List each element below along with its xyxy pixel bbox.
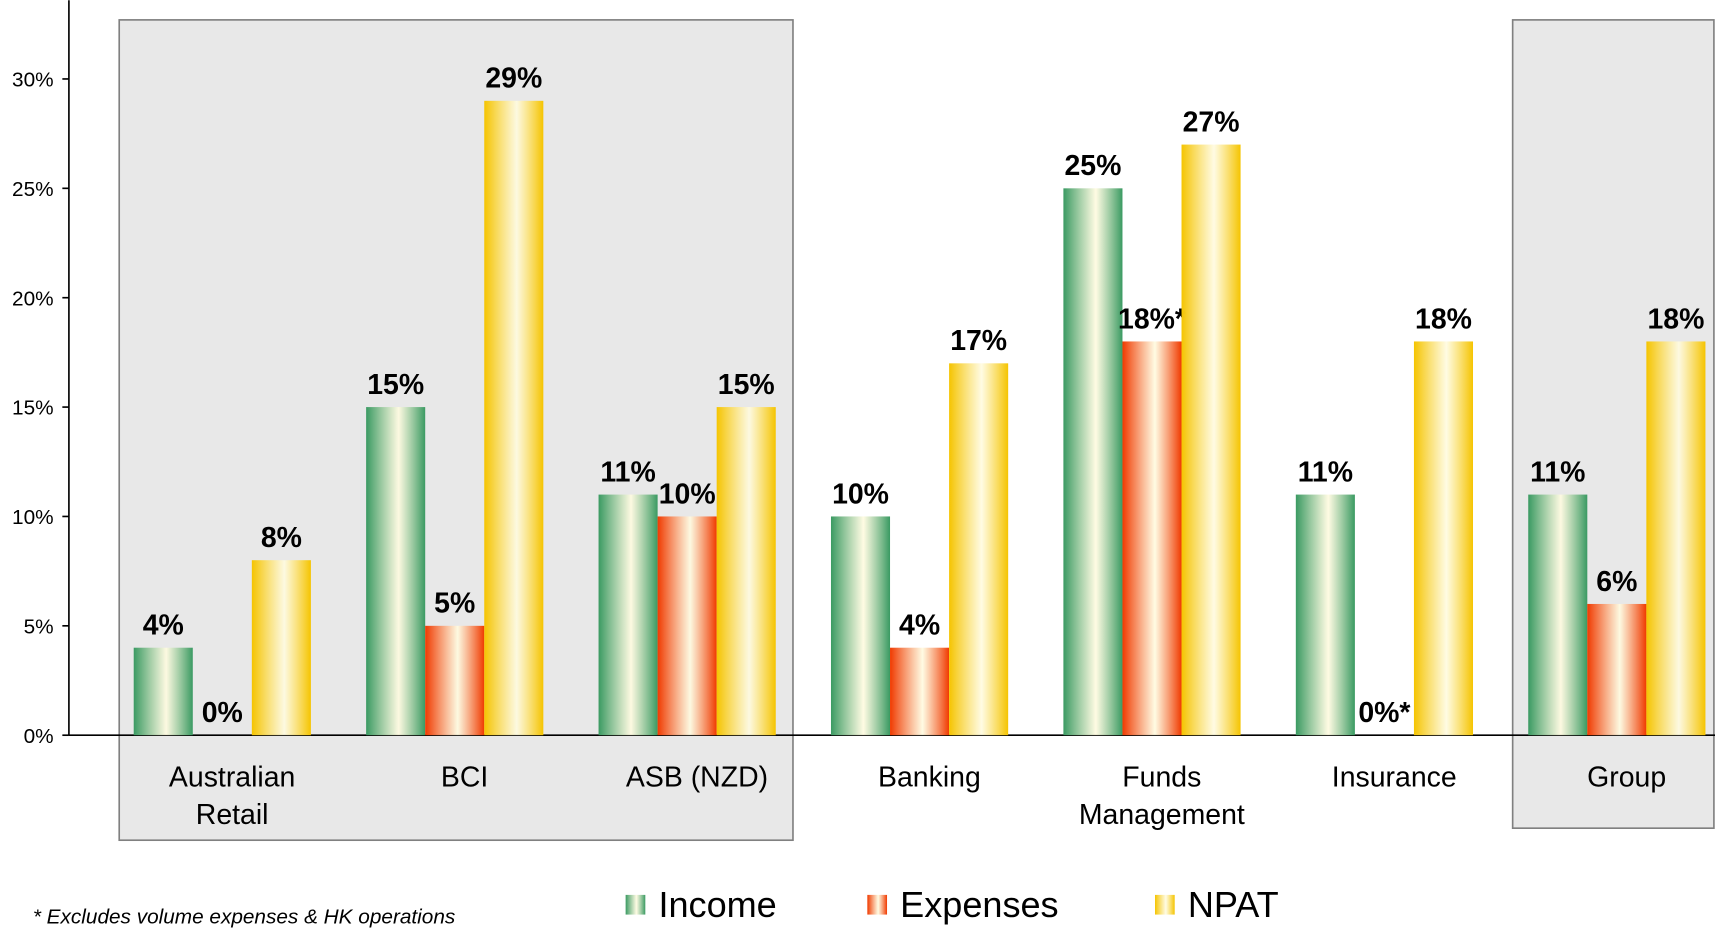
value-label: 0% xyxy=(202,697,243,729)
x-tick-label: Banking xyxy=(878,760,981,794)
value-label: 10% xyxy=(659,478,716,510)
footnote: * Excludes volume expenses & HK operatio… xyxy=(33,905,455,928)
y-tick-label: 20% xyxy=(12,287,54,310)
bar xyxy=(251,560,311,736)
value-label: 10% xyxy=(832,478,889,510)
bar xyxy=(716,407,776,736)
y-tick-label: 10% xyxy=(12,506,54,529)
plot: 0% 5% 10% 15% 20% 25% 30% Australian Retail 4% 0%… xyxy=(12,0,1715,925)
value-label: 15% xyxy=(367,369,424,401)
y-tick-label: 5% xyxy=(24,615,54,638)
value-label: 11% xyxy=(1530,456,1585,488)
value-label: 8% xyxy=(261,522,302,554)
value-label: 4% xyxy=(143,610,184,642)
x-tick-label: ASB (NZD) xyxy=(625,760,769,794)
legend-swatch xyxy=(625,894,646,915)
bar xyxy=(657,516,717,736)
bar xyxy=(1413,341,1474,736)
y-tick-label: 15% xyxy=(12,397,54,420)
bar xyxy=(1181,144,1241,736)
value-label: 11% xyxy=(600,456,655,488)
x-label-box: Group xyxy=(1587,760,1667,794)
y-tick-label: 25% xyxy=(12,178,54,201)
bar xyxy=(890,647,950,736)
x-label-box: Banking xyxy=(878,760,981,794)
x-tick-label: Group xyxy=(1587,760,1667,794)
legend-label: Expenses xyxy=(900,884,1058,925)
legend-label: NPAT xyxy=(1188,884,1279,925)
x-label-box: BCI xyxy=(440,760,489,794)
bar xyxy=(949,363,1009,736)
value-label: 18% xyxy=(1415,303,1472,335)
legend-label: Income xyxy=(658,884,776,925)
bar xyxy=(830,516,891,736)
value-label: 18% xyxy=(1647,303,1704,335)
value-label: 11% xyxy=(1298,456,1353,488)
value-label: 25% xyxy=(1064,150,1121,182)
bar xyxy=(1063,188,1123,736)
bar xyxy=(366,407,426,736)
value-label: 4% xyxy=(899,610,940,642)
value-label: 18%* xyxy=(1118,303,1187,335)
x-tick-label: BCI xyxy=(440,760,489,794)
legend-swatch xyxy=(1155,894,1175,915)
value-label: 0%* xyxy=(1358,697,1411,729)
value-label: 5% xyxy=(434,588,475,620)
value-label: 27% xyxy=(1183,106,1240,138)
legend-swatch xyxy=(867,894,888,915)
value-label: 6% xyxy=(1596,566,1637,598)
x-tick-label: Insurance xyxy=(1331,760,1457,794)
y-tick-label: 0% xyxy=(24,725,54,748)
bar xyxy=(1587,603,1647,736)
value-label: 17% xyxy=(950,325,1007,357)
bar xyxy=(1295,494,1355,736)
x-tick-label: Australian Retail xyxy=(168,760,296,831)
bar xyxy=(1122,341,1182,736)
bar xyxy=(425,625,485,736)
bar xyxy=(484,100,544,736)
x-label-box: ASB (NZD) xyxy=(625,760,769,794)
bar xyxy=(1646,341,1706,736)
bar xyxy=(1528,494,1588,736)
x-tick-label: Funds Management xyxy=(1078,760,1245,831)
value-label: 15% xyxy=(718,369,775,401)
bar xyxy=(133,647,193,736)
y-tick-label: 30% xyxy=(12,69,54,92)
bar xyxy=(598,494,658,736)
x-label-box: Australian Retail xyxy=(168,760,296,831)
x-label-box: Funds Management xyxy=(1078,760,1245,831)
value-label: 29% xyxy=(485,63,542,95)
x-label-box: Insurance xyxy=(1331,760,1457,794)
